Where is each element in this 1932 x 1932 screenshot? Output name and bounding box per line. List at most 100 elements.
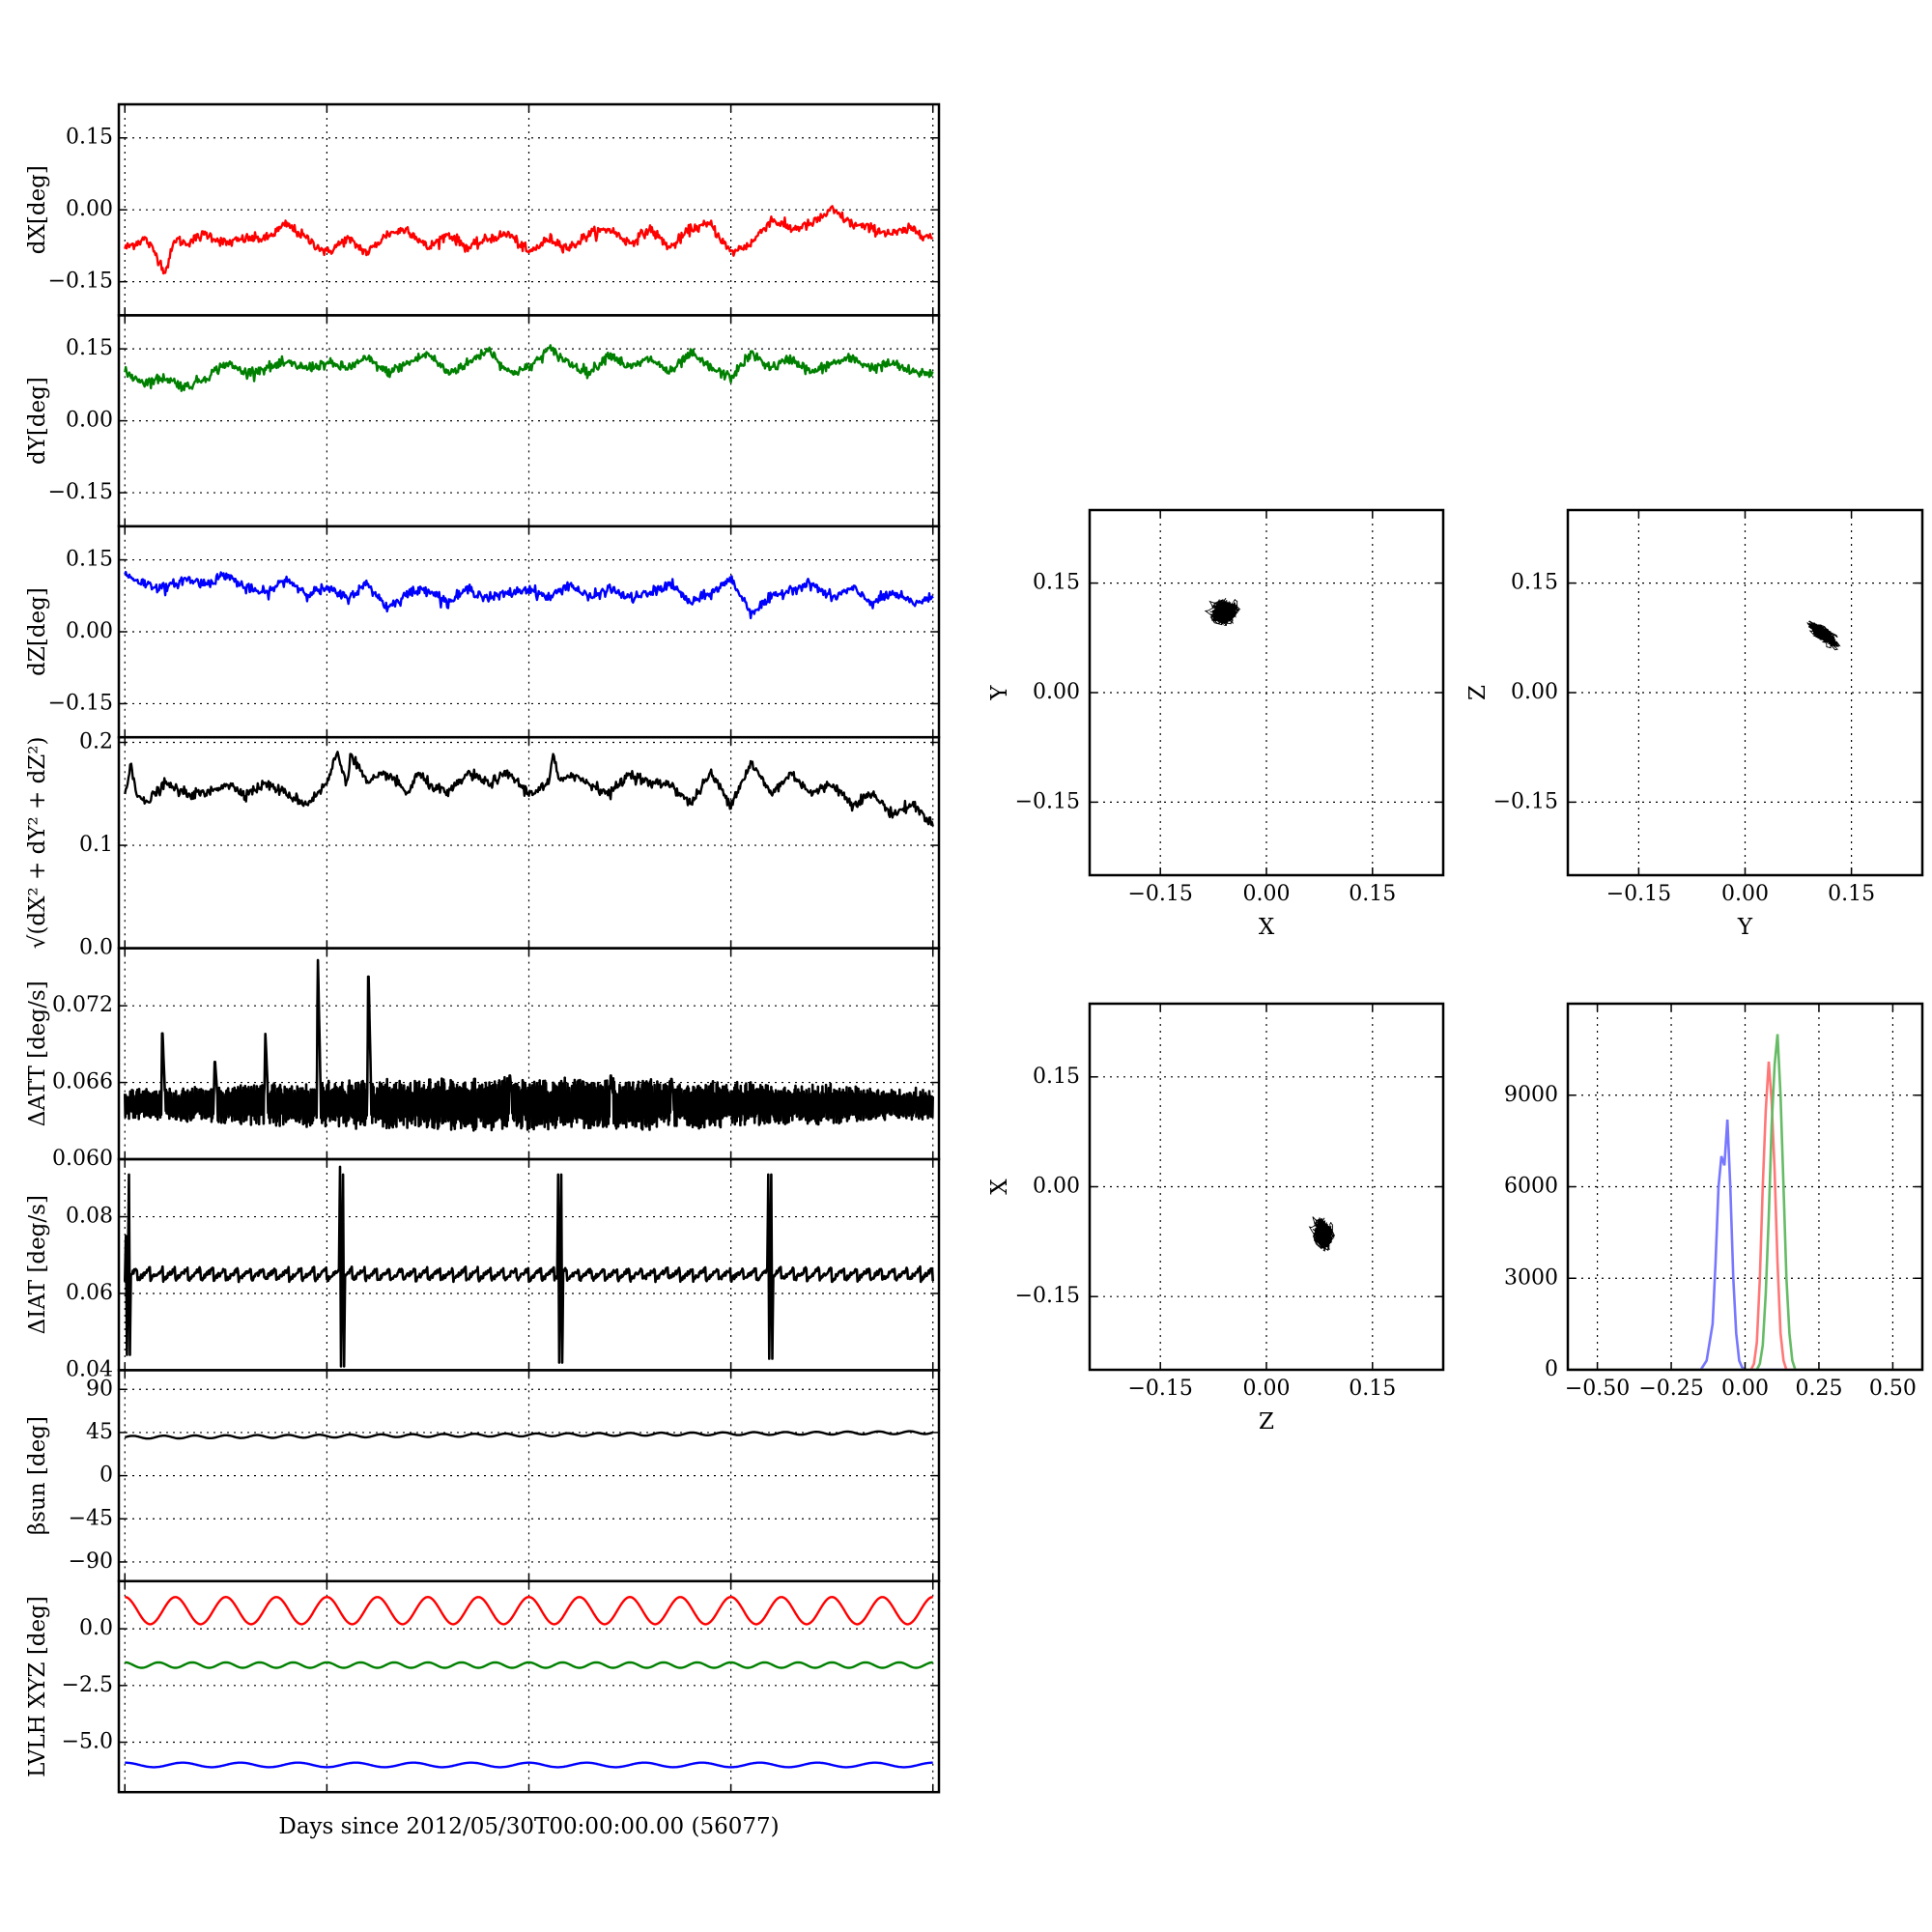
panel-dr: 0.0 0.1 0.2 √(dX² + dY² + dZ²)	[25, 730, 941, 960]
xtick-label: −0.15	[1127, 1377, 1192, 1401]
ytick-label: 0.00	[66, 619, 113, 643]
ytick-label: 0.15	[66, 548, 113, 572]
ytick-label: 0	[99, 1463, 113, 1488]
data-datt	[124, 958, 934, 1132]
xtick-label: 0.00	[1243, 882, 1291, 906]
ytick-label: 0.15	[1511, 571, 1558, 595]
ylabel-dr: √(dX² + dY² + dZ²)	[25, 737, 50, 950]
data-xy	[1204, 598, 1241, 627]
ytick-label: 0.08	[66, 1205, 113, 1229]
ytick-label: 0	[1545, 1357, 1558, 1381]
scatter-trace-xy	[1204, 598, 1241, 627]
panel-dx: −0.15 0.00 0.15 dX[deg]	[25, 102, 941, 317]
ytick-label: −45	[69, 1506, 113, 1530]
data-yz	[1806, 620, 1841, 651]
ytick-label: 0.04	[66, 1357, 113, 1381]
ytick-label: 0.06	[66, 1281, 113, 1305]
data-zx	[1308, 1216, 1336, 1252]
data-dy	[124, 344, 934, 392]
ylabel-datt: ΔATT [deg/s]	[25, 980, 50, 1126]
ytick-label: −0.15	[48, 270, 113, 294]
ytick-label: 3000	[1504, 1265, 1558, 1290]
ytick-label: 0.060	[52, 1147, 113, 1171]
ytick-label: −2.5	[62, 1673, 113, 1697]
ytick-label: 0.00	[1033, 680, 1080, 704]
xtick-label: −0.25	[1638, 1377, 1703, 1401]
panel-lvlh: −5.0 −2.5 0.0 LVLH XYZ [deg]	[25, 1579, 941, 1794]
ytick-label: 0.15	[1033, 571, 1080, 595]
ytick-label: 0.0	[79, 936, 113, 960]
ytick-label: 0.15	[1033, 1065, 1080, 1089]
data-hist	[1568, 1034, 1922, 1370]
ytick-label: −0.15	[48, 691, 113, 715]
panel-xy: −0.15 0.00 0.15 −0.15 0.00 0.15 X Y	[987, 508, 1445, 940]
ytick-label: −0.15	[1493, 789, 1558, 813]
ylabel-xy: Y	[987, 685, 1012, 701]
data-dx	[124, 205, 934, 275]
series-line-dz-0	[124, 570, 934, 620]
hist-line-2	[1568, 1034, 1922, 1370]
ytick-label: 0.00	[1511, 680, 1558, 704]
panel-zx: −0.15 0.00 0.15 −0.15 0.00 0.15 Z X	[987, 1002, 1445, 1435]
panel-diat: 0.04 0.06 0.08 ΔIAT [deg/s]	[25, 1157, 941, 1381]
series-line-lvlh-0	[125, 1596, 933, 1626]
hist-line-1	[1568, 1061, 1922, 1370]
xtick-label: −0.15	[1127, 882, 1192, 906]
ytick-label: 0.1	[79, 833, 113, 857]
ytick-label: −0.15	[1015, 1284, 1080, 1308]
series-line-dx-0	[124, 205, 934, 275]
ytick-label: 90	[86, 1377, 113, 1401]
ylabel-diat: ΔIAT [deg/s]	[25, 1195, 50, 1334]
series-line-datt-0	[124, 958, 934, 1132]
xlabel-yz: Y	[1737, 915, 1753, 940]
ylabel-dy: dY[deg]	[25, 377, 50, 465]
ytick-label: −5.0	[62, 1730, 113, 1754]
xtick-label: 0.00	[1721, 1377, 1769, 1401]
xlabel-zx: Z	[1259, 1409, 1274, 1435]
series-line-diat-0	[124, 1165, 934, 1368]
ytick-label: 0.072	[52, 993, 113, 1017]
ylabel-yz: Z	[1465, 685, 1491, 700]
panel-beta: −90 −45 0 45 90 βsun [deg]	[25, 1369, 941, 1583]
axes-frame	[117, 1157, 941, 1372]
ytick-label: 0.00	[66, 197, 113, 221]
ylabel-dx: dX[deg]	[25, 165, 50, 254]
panel-yz: −0.15 0.00 0.15 −0.15 0.00 0.15 Y Z	[1465, 508, 1924, 940]
xtick-label: 0.00	[1721, 882, 1769, 906]
xtick-label: 0.15	[1349, 1377, 1396, 1401]
scatter-trace-yz	[1806, 620, 1841, 651]
hist-line-0	[1568, 1119, 1922, 1370]
ytick-label: −90	[69, 1549, 113, 1574]
xlabel-xy: X	[1259, 915, 1275, 940]
ytick-label: 0.066	[52, 1070, 113, 1094]
xtick-label: 0.00	[1243, 1377, 1291, 1401]
data-dz	[124, 570, 934, 620]
panel-dy: −0.15 0.00 0.15 dY[deg]	[25, 314, 941, 528]
ylabel-dz: dZ[deg]	[25, 587, 50, 676]
axes-frame	[117, 1579, 941, 1794]
xtick-label: −0.50	[1565, 1377, 1630, 1401]
ytick-label: 0.15	[66, 126, 113, 150]
axes-frame	[117, 735, 941, 950]
ytick-label: −0.15	[48, 480, 113, 504]
xlabel-days: Days since 2012/05/30T00:00:00.00 (56077…	[278, 1814, 779, 1839]
ytick-label: 0.0	[79, 1616, 113, 1640]
ytick-label: 0.15	[66, 336, 113, 360]
ytick-label: 0.00	[66, 409, 113, 433]
xtick-label: 0.50	[1869, 1377, 1917, 1401]
data-lvlh	[125, 1596, 933, 1769]
series-line-beta-0	[124, 1430, 934, 1440]
ylabel-zx: X	[987, 1179, 1012, 1195]
series-line-dr-0	[124, 751, 934, 827]
series-line-lvlh-2	[125, 1761, 933, 1769]
xtick-label: 0.15	[1349, 882, 1396, 906]
ytick-label: 0.2	[79, 730, 113, 754]
ylabel-lvlh: LVLH XYZ [deg]	[25, 1596, 50, 1777]
xtick-label: 0.25	[1795, 1377, 1842, 1401]
xtick-label: 0.15	[1828, 882, 1875, 906]
ytick-label: 9000	[1504, 1083, 1558, 1107]
ytick-label: 45	[86, 1420, 113, 1444]
panel-dz: −0.15 0.00 0.15 dZ[deg]	[25, 525, 941, 739]
